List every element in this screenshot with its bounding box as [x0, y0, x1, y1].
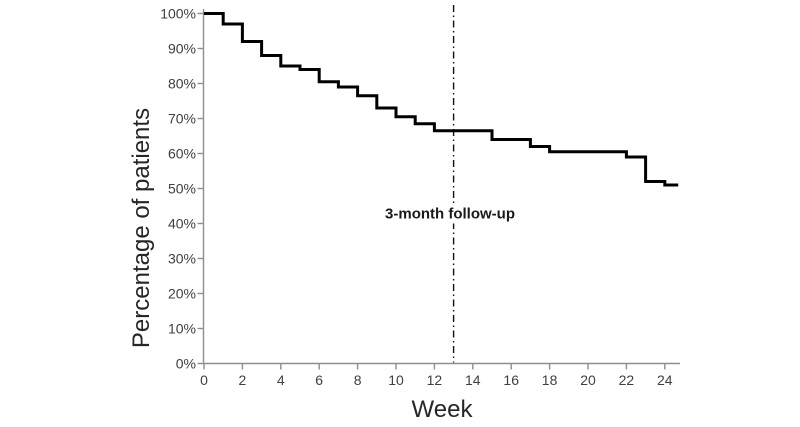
x-tick-label: 24 — [657, 372, 673, 388]
y-tick-label: 0% — [176, 356, 196, 372]
y-tick-label: 50% — [168, 181, 196, 197]
x-tick-label: 18 — [542, 372, 558, 388]
y-tick-label: 60% — [168, 146, 196, 162]
x-tick-label: 8 — [354, 372, 362, 388]
x-tick-label: 2 — [239, 372, 247, 388]
y-axis-title: Percentage of patients — [128, 107, 155, 349]
followup-annotation-label: 3-month follow-up — [382, 204, 518, 224]
x-tick-label: 20 — [580, 372, 596, 388]
y-tick-label: 90% — [168, 41, 196, 57]
x-tick-label: 22 — [619, 372, 635, 388]
y-tick-label: 10% — [168, 321, 196, 337]
y-tick-label: 80% — [168, 76, 196, 92]
x-tick-label: 6 — [315, 372, 323, 388]
y-tick-label: 100% — [160, 6, 196, 22]
x-tick-label: 14 — [465, 372, 481, 388]
x-tick-label: 16 — [503, 372, 519, 388]
y-tick-label: 40% — [168, 216, 196, 232]
x-tick-label: 12 — [427, 372, 443, 388]
y-tick-label: 20% — [168, 286, 196, 302]
x-tick-label: 10 — [388, 372, 404, 388]
survival-step-curve — [204, 12, 679, 187]
x-axis-title: Week — [411, 396, 473, 423]
y-tick-label: 70% — [168, 111, 196, 127]
y-tick-label: 30% — [168, 251, 196, 267]
x-tick-label: 0 — [200, 372, 208, 388]
x-tick-label: 4 — [277, 372, 285, 388]
